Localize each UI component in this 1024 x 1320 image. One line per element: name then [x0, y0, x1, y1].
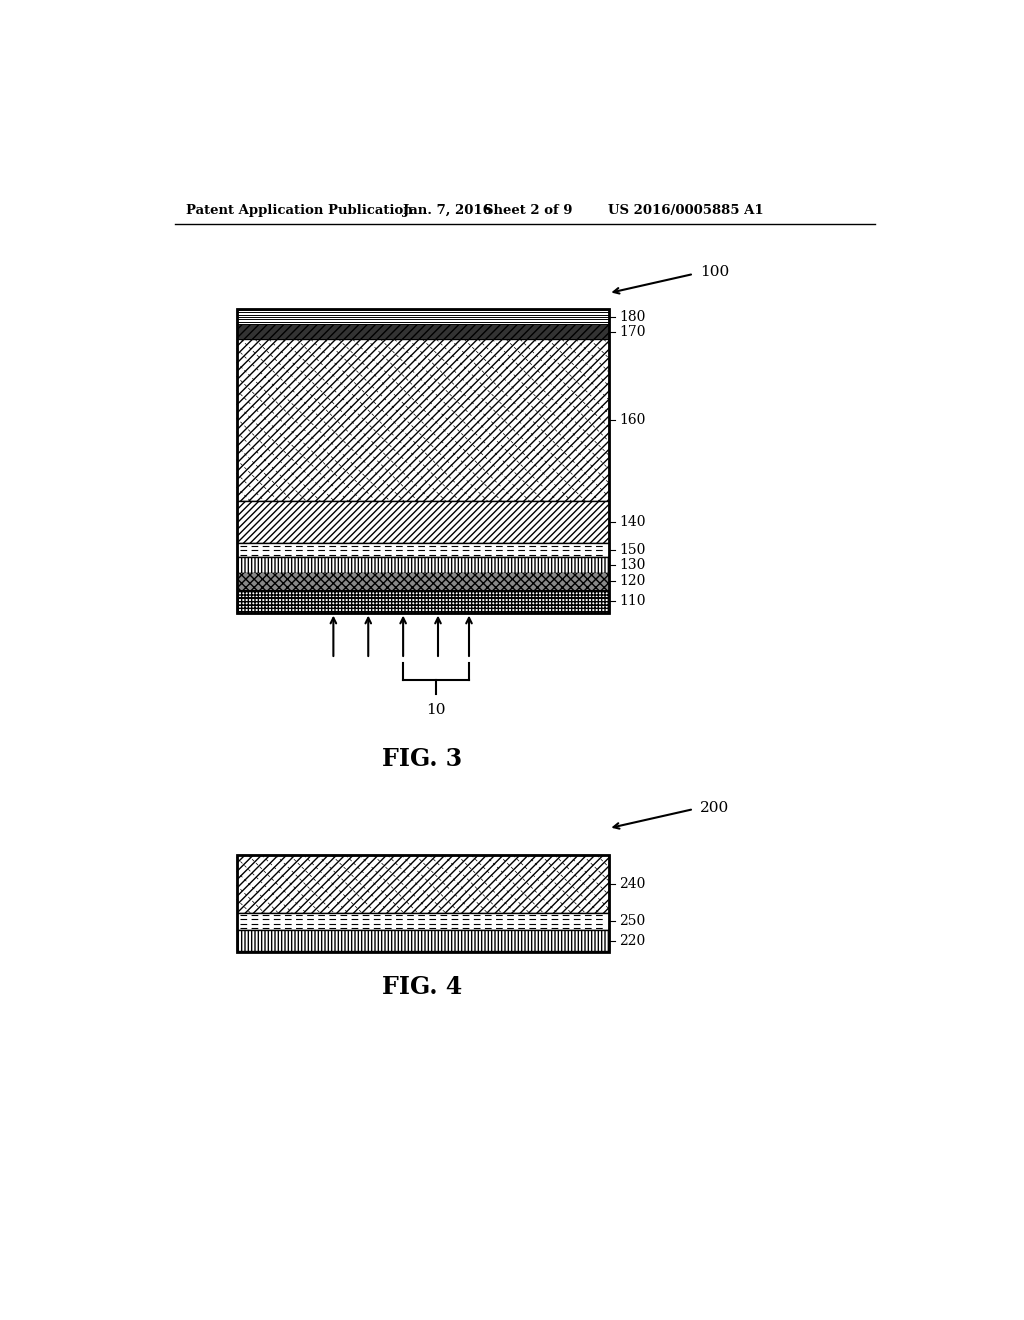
Text: 170: 170 — [620, 326, 646, 339]
Text: 110: 110 — [620, 594, 646, 609]
Text: 140: 140 — [620, 515, 646, 529]
Text: 220: 220 — [620, 933, 645, 948]
Bar — [237, 573, 608, 590]
Bar — [237, 309, 608, 326]
Bar — [237, 929, 608, 952]
Bar — [237, 339, 608, 502]
Text: Patent Application Publication: Patent Application Publication — [186, 205, 413, 218]
Text: FIG. 3: FIG. 3 — [382, 747, 463, 771]
Bar — [237, 855, 608, 913]
Bar — [237, 590, 608, 612]
Bar — [237, 557, 608, 573]
Bar — [237, 326, 608, 339]
Text: 120: 120 — [620, 574, 646, 589]
Bar — [237, 573, 608, 590]
Text: 10: 10 — [426, 702, 445, 717]
Bar — [237, 544, 608, 557]
Text: 100: 100 — [700, 265, 729, 280]
Bar — [237, 855, 608, 952]
Text: 130: 130 — [620, 558, 646, 572]
Text: 160: 160 — [620, 413, 646, 428]
Text: 150: 150 — [620, 544, 646, 557]
Text: 200: 200 — [700, 800, 729, 814]
Text: Sheet 2 of 9: Sheet 2 of 9 — [484, 205, 573, 218]
Text: FIG. 4: FIG. 4 — [382, 974, 463, 999]
Bar — [237, 339, 608, 502]
Text: 180: 180 — [620, 310, 646, 323]
Bar — [237, 502, 608, 544]
Bar — [237, 913, 608, 929]
Text: 240: 240 — [620, 876, 646, 891]
Text: US 2016/0005885 A1: US 2016/0005885 A1 — [608, 205, 764, 218]
Text: Jan. 7, 2016: Jan. 7, 2016 — [403, 205, 492, 218]
Bar — [237, 590, 608, 612]
Text: 250: 250 — [620, 915, 645, 928]
Bar — [237, 929, 608, 952]
Bar — [237, 855, 608, 913]
Bar — [237, 326, 608, 339]
Bar — [237, 502, 608, 544]
Bar — [237, 557, 608, 573]
Bar — [237, 309, 608, 612]
